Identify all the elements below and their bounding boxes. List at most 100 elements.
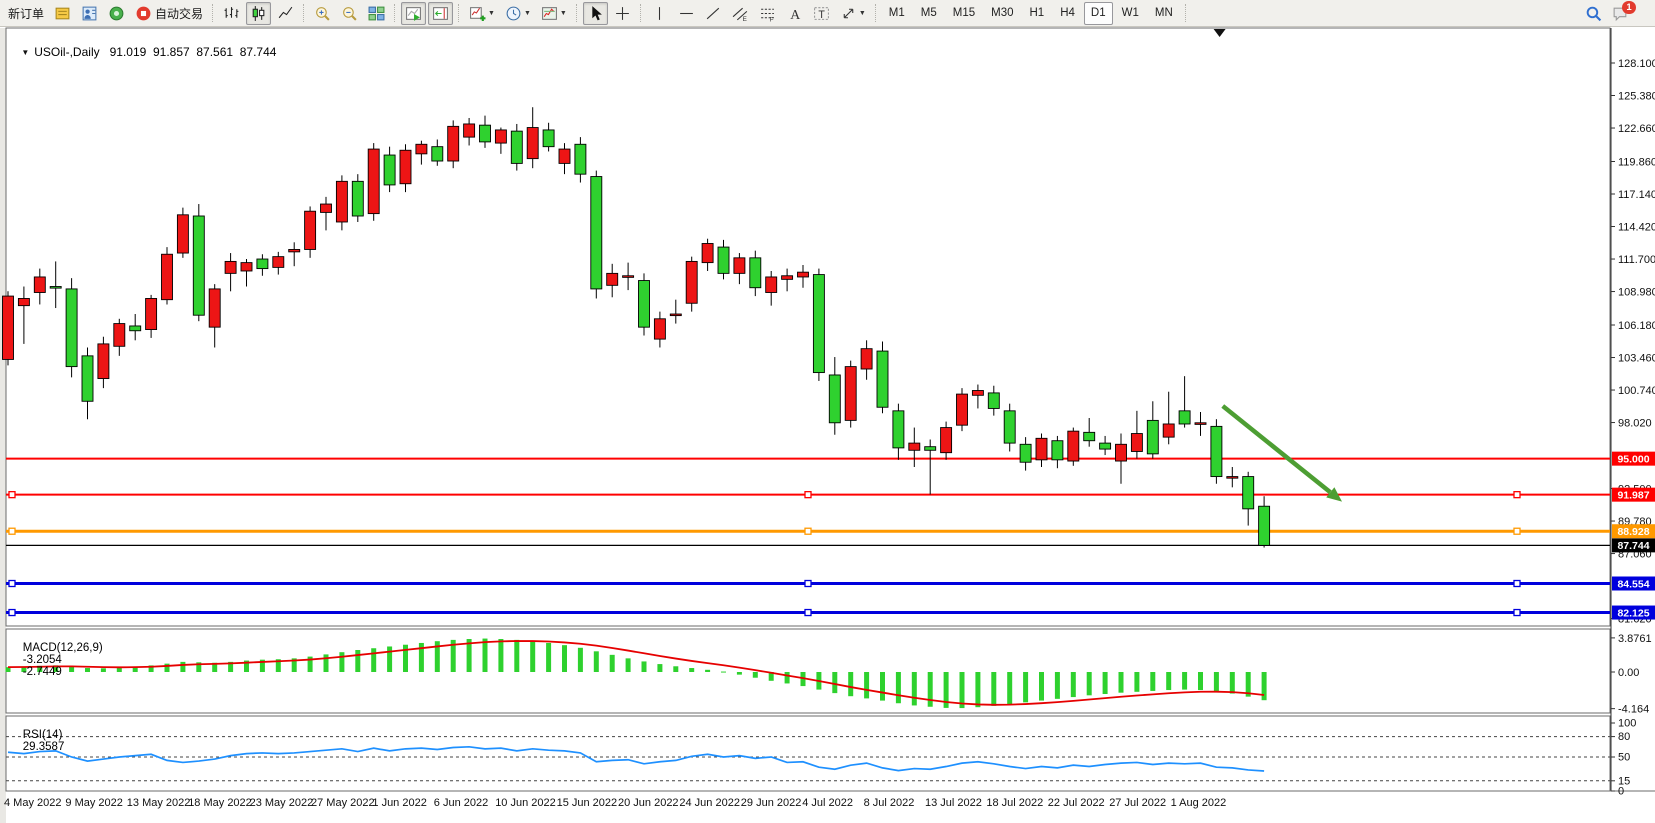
chevron-down-icon[interactable]: ▼ <box>559 9 567 17</box>
new-order-button[interactable]: 新订单 <box>4 2 48 25</box>
vertical-line-button[interactable] <box>647 2 672 25</box>
svg-text:3.8761: 3.8761 <box>1618 633 1652 645</box>
price-badges: 95.000 91.987 88.928 87.744 84.554 82.125 <box>1612 451 1655 620</box>
periods-icon <box>505 5 522 22</box>
toolbar-separator <box>874 4 877 22</box>
trend-arrow[interactable] <box>1221 404 1343 502</box>
collapse-chart-icon[interactable]: ▼ <box>21 48 30 57</box>
timeframe-mn-button[interactable]: MN <box>1154 7 1173 19</box>
line-chart-icon <box>277 5 294 22</box>
svg-text:106.180: 106.180 <box>1618 320 1655 332</box>
svg-text:122.660: 122.660 <box>1618 123 1655 135</box>
time-axis-label: 8 Jul 2022 <box>864 797 915 809</box>
time-axis-label: 1 Aug 2022 <box>1171 797 1227 809</box>
timeframe-m15-button[interactable]: M15 <box>952 7 976 19</box>
periods-button[interactable]: ▼ <box>501 2 535 25</box>
time-axis-label: 13 May 2022 <box>127 797 191 809</box>
chart-title: ▼ USOil-,Daily 91.019 91.857 87.561 87.744 <box>8 31 276 73</box>
line-handle[interactable] <box>8 608 16 617</box>
text-label-button[interactable]: T <box>809 2 834 25</box>
auto-scroll-button[interactable] <box>401 1 427 25</box>
line-handle[interactable] <box>8 491 16 499</box>
time-axis-label: 15 Jun 2022 <box>557 797 618 809</box>
candlestick-icon <box>250 5 267 22</box>
svg-text:128.100: 128.100 <box>1618 58 1655 70</box>
svg-text:T: T <box>818 8 825 20</box>
macd-axis[interactable]: 3.8761 0.00 -4.164 <box>1611 633 1652 716</box>
macd-indicator-label: MACD(12,26,9) -3.2054 -2.7449 <box>10 630 103 690</box>
line-handle[interactable] <box>804 608 812 617</box>
equidistant-channel-button[interactable]: E <box>728 2 753 25</box>
search-icon <box>1585 5 1602 22</box>
line-handle[interactable] <box>1513 491 1521 499</box>
horizontal-line-button[interactable] <box>674 2 699 25</box>
rsi-indicator-label: RSI(14) 29.3587 <box>10 717 65 765</box>
auto-trading-button[interactable]: 自动交易 <box>131 2 207 25</box>
svg-text:103.460: 103.460 <box>1618 353 1655 365</box>
macd-signal-value: -2.7449 <box>22 666 62 678</box>
arrows-button[interactable]: ▼ <box>836 2 870 25</box>
data-window-icon <box>81 5 98 22</box>
timeframe-m5-button[interactable]: M5 <box>920 7 937 19</box>
line-handle[interactable] <box>804 579 812 588</box>
toolbar-separator <box>575 4 578 22</box>
chevron-down-icon[interactable]: ▼ <box>858 9 866 17</box>
rsi-value: 29.3587 <box>22 741 65 753</box>
toolbar-separator <box>639 4 642 22</box>
chart-shift-button[interactable] <box>428 1 454 25</box>
navigator-button[interactable] <box>104 2 129 25</box>
line-handle[interactable] <box>8 579 16 588</box>
fibonacci-button[interactable]: F <box>755 2 780 25</box>
cursor-button[interactable] <box>582 1 608 25</box>
tile-windows-button[interactable] <box>364 2 389 25</box>
svg-text:0: 0 <box>1618 786 1624 798</box>
line-handle[interactable] <box>1513 527 1521 535</box>
line-handle[interactable] <box>804 491 812 499</box>
chevron-down-icon[interactable]: ▼ <box>523 9 531 17</box>
line-chart-button[interactable] <box>273 2 298 25</box>
crosshair-icon <box>614 5 631 22</box>
price-line-82.125[interactable] <box>6 608 1610 617</box>
price-line-88.928[interactable] <box>6 527 1610 535</box>
timeframe-m1-button[interactable]: M1 <box>888 7 905 19</box>
templates-icon <box>541 5 558 22</box>
templates-button[interactable]: ▼ <box>537 2 571 25</box>
trendline-icon <box>705 5 722 22</box>
toolbar-separator <box>458 4 460 22</box>
timeframe-w1-button[interactable]: W1 <box>1121 7 1139 19</box>
bar-chart-button[interactable] <box>219 2 244 25</box>
line-handle[interactable] <box>1513 608 1521 617</box>
crosshair-button[interactable] <box>610 2 635 25</box>
timeframe-h4-button[interactable]: H4 <box>1060 7 1075 19</box>
line-handle[interactable] <box>8 527 16 535</box>
time-axis-label: 18 May 2022 <box>188 797 252 809</box>
notifications-button[interactable]: 1 <box>1608 0 1647 25</box>
new-order-button-label: 新订单 <box>8 6 45 21</box>
zoom-in-button[interactable] <box>310 2 335 25</box>
auto-trading-icon <box>135 5 152 22</box>
timeframe-d1-button[interactable]: D1 <box>1083 1 1113 25</box>
data-window-button[interactable] <box>77 2 102 25</box>
chevron-down-icon[interactable]: ▼ <box>488 9 495 17</box>
timeframe-h1-button[interactable]: H1 <box>1029 7 1045 19</box>
price-line-91.987[interactable] <box>6 491 1610 499</box>
time-axis-label: 1 Jun 2022 <box>372 797 426 809</box>
search-button[interactable] <box>1581 2 1606 25</box>
market-watch-icon <box>54 5 71 22</box>
candlestick-chart-button[interactable] <box>246 1 272 25</box>
indicators-button[interactable]: ▼ <box>465 2 499 25</box>
market-watch-button[interactable] <box>50 2 75 25</box>
price-line-84.554[interactable] <box>6 579 1610 588</box>
line-handle[interactable] <box>1513 579 1521 588</box>
time-axis-label: 27 Jul 2022 <box>1109 797 1166 809</box>
timeframe-m30-button[interactable]: M30 <box>991 7 1014 19</box>
time-axis-label: 6 Jun 2022 <box>434 797 488 809</box>
text-button[interactable]: A <box>782 2 807 25</box>
line-handle[interactable] <box>804 527 812 535</box>
trendline-button[interactable] <box>701 2 726 25</box>
zoom-out-button[interactable] <box>337 2 362 25</box>
